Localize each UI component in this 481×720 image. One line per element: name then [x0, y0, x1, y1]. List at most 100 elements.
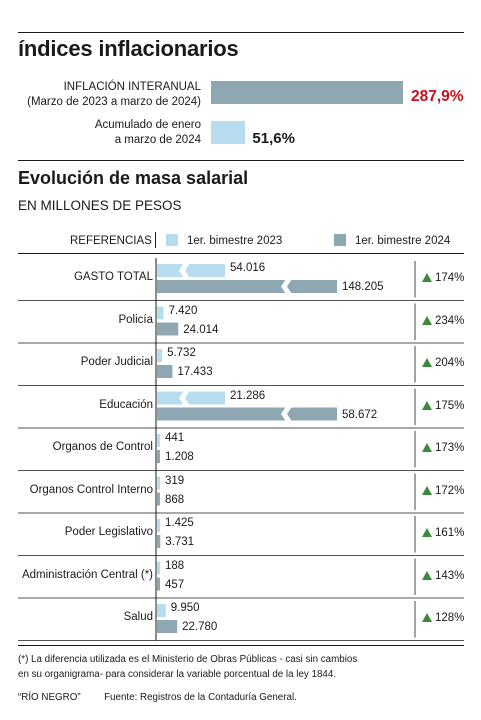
- change-value: 173%: [435, 442, 465, 454]
- accumulated-bar: [211, 121, 246, 144]
- change-label: 173%: [422, 442, 464, 454]
- value-label-2023: 54.016: [230, 262, 266, 274]
- category-label: Administración Central (*): [21, 568, 153, 581]
- legend-divider: [155, 232, 156, 248]
- bar-2024: [157, 535, 161, 548]
- change-value: 172%: [435, 484, 465, 497]
- value-label-2024: 58.672: [342, 408, 378, 421]
- accumulated-value: 51,6%: [252, 130, 295, 147]
- legend-swatch-2024: [334, 234, 346, 246]
- source-text: Fuente: Registros de la Contaduría Gener…: [104, 692, 297, 703]
- source-line: “RÍO NEGRO” Fuente: Registros de la Cont…: [18, 690, 297, 705]
- footnote: (*) La diferencia utilizada es el Minist…: [18, 652, 357, 682]
- value-label-2023: 21.286: [230, 389, 266, 402]
- bar-2023: [157, 434, 160, 447]
- accumulated-label-line2: a marzo de 2024: [114, 134, 201, 146]
- up-triangle-icon: [422, 273, 432, 282]
- category-label: GASTO TOTAL: [73, 271, 153, 283]
- bar-break-mark: [179, 390, 190, 406]
- up-triangle-icon: [422, 358, 432, 367]
- bar-2023: [157, 349, 163, 362]
- legend-swatch-2023: [166, 234, 178, 246]
- value-label-2023: 1.425: [165, 517, 194, 529]
- top-rule: [18, 32, 464, 33]
- change-label: 128%: [422, 612, 464, 624]
- value-label-2024: 24.014: [183, 323, 219, 336]
- bar-2023: [157, 476, 160, 490]
- bar-2023: [157, 391, 225, 405]
- category-label: Educación: [99, 398, 153, 411]
- section-rule: [18, 160, 464, 161]
- bar-2023: [157, 561, 160, 575]
- bar-2024: [157, 620, 178, 633]
- bar-2024: [157, 322, 179, 336]
- category-label: Organos Control Interno: [29, 483, 153, 496]
- bar-2023: [157, 519, 160, 532]
- change-value: 143%: [435, 569, 465, 582]
- value-label-2023: 5.732: [167, 347, 196, 359]
- accumulated-label: Acumulado de enero a marzo de 2024: [95, 118, 201, 148]
- change-value: 161%: [435, 527, 465, 539]
- change-label: 175%: [422, 400, 464, 412]
- change-label: 204%: [422, 357, 464, 369]
- value-label-2023: 7.420: [168, 304, 198, 317]
- change-label: 174%: [422, 272, 464, 284]
- bar-2024: [157, 407, 337, 421]
- bar-2023: [157, 306, 164, 320]
- change-label: 234%: [422, 315, 464, 327]
- interannual-label: INFLACIÓN INTERANUAL (Marzo de 2023 a ma…: [27, 80, 201, 110]
- change-value: 128%: [435, 612, 465, 624]
- legend-title: REFERENCIAS: [70, 235, 152, 247]
- change-value: 175%: [435, 399, 465, 412]
- category-label: Poder Legislativo: [64, 526, 153, 538]
- inflation-title: índices inflacionarios: [18, 36, 239, 61]
- value-label-2023: 319: [165, 474, 185, 487]
- value-label-2023: 441: [165, 432, 185, 444]
- value-label-2023: 188: [165, 559, 185, 572]
- bar-2024: [157, 492, 160, 506]
- bar-break-mark: [281, 406, 292, 422]
- source-brand: “RÍO NEGRO”: [18, 692, 81, 703]
- value-label-2024: 22.780: [182, 621, 218, 633]
- up-triangle-icon: [422, 400, 432, 410]
- legend-label-2023: 1er. bimestre 2023: [187, 235, 283, 247]
- value-label-2024: 3.731: [165, 536, 195, 548]
- change-value: 234%: [435, 314, 465, 327]
- change-label: 143%: [422, 570, 464, 582]
- up-triangle-icon: [422, 570, 432, 580]
- value-label-2023: 9.950: [170, 602, 200, 614]
- up-triangle-icon: [422, 485, 432, 495]
- bar-2024: [157, 450, 160, 463]
- value-label-2024: 457: [165, 578, 185, 591]
- footnote-line2: en su organigrama- para considerar la va…: [18, 669, 337, 680]
- bar-2023: [157, 264, 225, 277]
- value-label-2024: 148.205: [342, 281, 384, 293]
- interannual-bar: [211, 81, 403, 104]
- change-value: 204%: [435, 357, 465, 369]
- category-label: Poder Judicial: [80, 356, 153, 368]
- interannual-label-line1: INFLACIÓN INTERANUAL: [63, 81, 201, 93]
- change-value: 174%: [435, 272, 465, 284]
- footnote-line1: (*) La diferencia utilizada es el Minist…: [18, 654, 358, 665]
- up-triangle-icon: [422, 443, 432, 452]
- chart-top-rule: [18, 253, 464, 254]
- bar-break-mark: [281, 279, 292, 294]
- change-label: 161%: [422, 527, 464, 539]
- bar-2024: [157, 365, 173, 378]
- category-label: Policía: [118, 313, 153, 326]
- up-triangle-icon: [422, 613, 432, 622]
- footnote-rule: [18, 645, 464, 646]
- interannual-value: 287,9%: [411, 88, 464, 105]
- bar-2024: [157, 577, 160, 591]
- bar-2023: [157, 604, 166, 617]
- category-label: Salud: [123, 611, 153, 623]
- change-label: 172%: [422, 485, 464, 497]
- bar-2024: [157, 280, 337, 293]
- category-label: Organos de Control: [52, 441, 153, 453]
- accumulated-label-line1: Acumulado de enero: [94, 119, 201, 131]
- up-triangle-icon: [422, 528, 432, 537]
- section-subtitle: EN MILLONES DE PESOS: [18, 198, 182, 213]
- interannual-label-line2: (Marzo de 2023 a marzo de 2024): [27, 96, 201, 108]
- bar-break-mark: [179, 263, 190, 278]
